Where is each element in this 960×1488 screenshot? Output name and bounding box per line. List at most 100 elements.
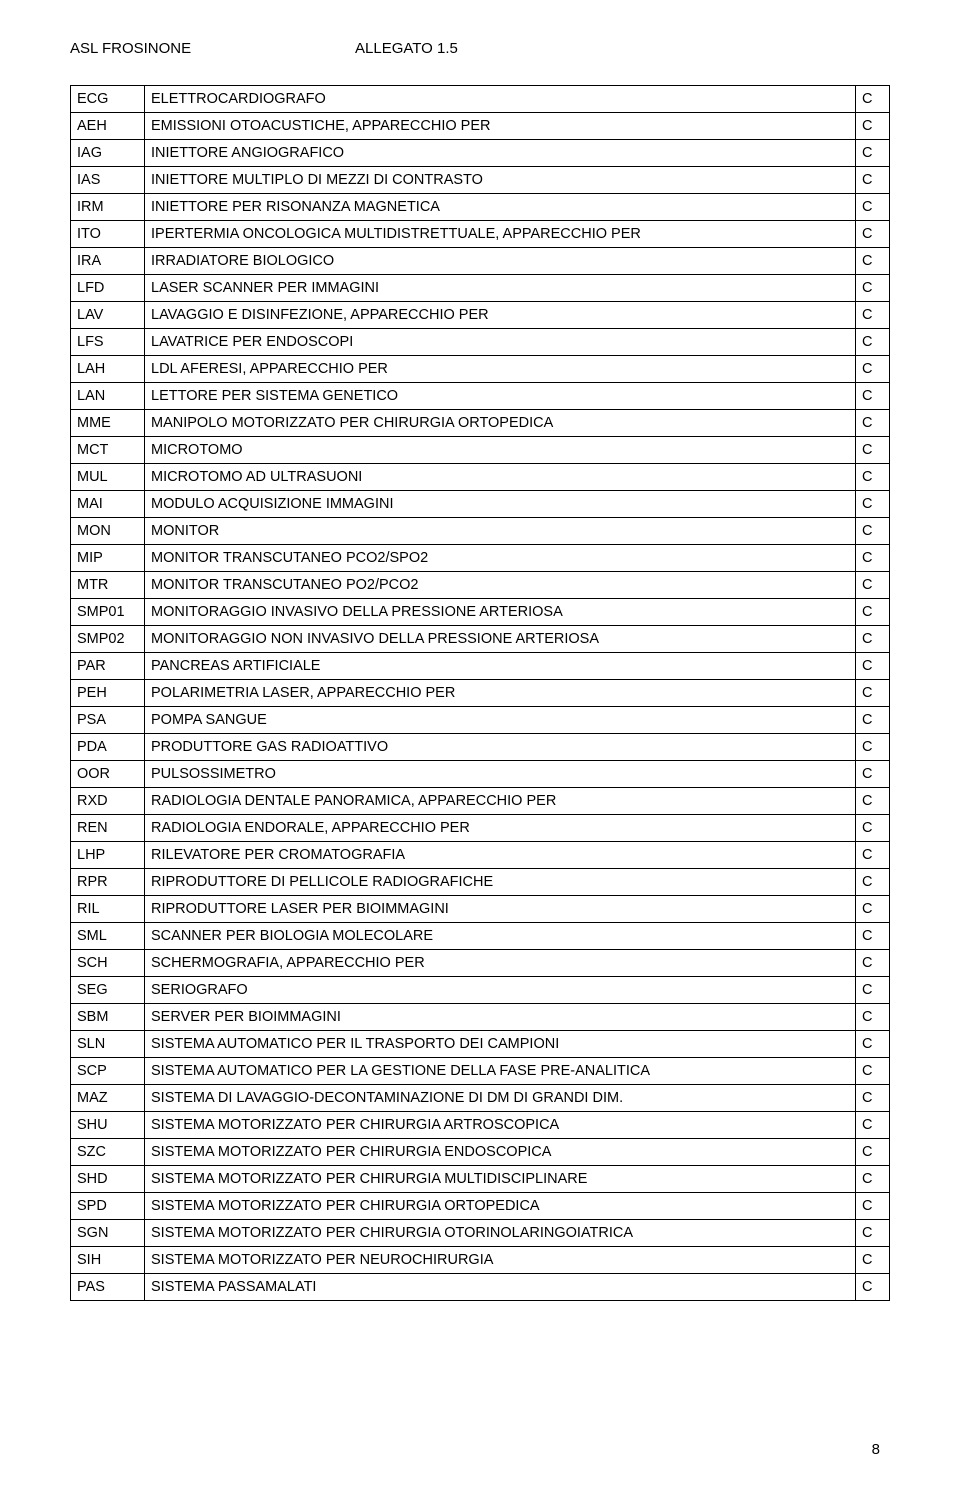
cell-category: C (856, 356, 890, 383)
cell-description: RILEVATORE PER CROMATOGRAFIA (145, 842, 856, 869)
table-row: SCPSISTEMA AUTOMATICO PER LA GESTIONE DE… (71, 1058, 890, 1085)
cell-description: IPERTERMIA ONCOLOGICA MULTIDISTRETTUALE,… (145, 221, 856, 248)
cell-code: LAN (71, 383, 145, 410)
cell-code: IRA (71, 248, 145, 275)
cell-category: C (856, 923, 890, 950)
table-row: LFSLAVATRICE PER ENDOSCOPIC (71, 329, 890, 356)
cell-category: C (856, 977, 890, 1004)
cell-code: IAS (71, 167, 145, 194)
table-row: ECGELETTROCARDIOGRAFOC (71, 86, 890, 113)
cell-description: SISTEMA MOTORIZZATO PER CHIRURGIA ENDOSC… (145, 1139, 856, 1166)
table-row: SBMSERVER PER BIOIMMAGINIC (71, 1004, 890, 1031)
cell-description: LDL AFERESI, APPARECCHIO PER (145, 356, 856, 383)
cell-code: SCH (71, 950, 145, 977)
cell-code: SLN (71, 1031, 145, 1058)
table-row: MCTMICROTOMOC (71, 437, 890, 464)
cell-category: C (856, 1139, 890, 1166)
table-row: LHPRILEVATORE PER CROMATOGRAFIAC (71, 842, 890, 869)
cell-category: C (856, 248, 890, 275)
table-row: MMEMANIPOLO MOTORIZZATO PER CHIRURGIA OR… (71, 410, 890, 437)
table-row: RXDRADIOLOGIA DENTALE PANORAMICA, APPARE… (71, 788, 890, 815)
cell-category: C (856, 572, 890, 599)
cell-code: RPR (71, 869, 145, 896)
cell-category: C (856, 329, 890, 356)
cell-description: MANIPOLO MOTORIZZATO PER CHIRURGIA ORTOP… (145, 410, 856, 437)
table-row: SMP01MONITORAGGIO INVASIVO DELLA PRESSIO… (71, 599, 890, 626)
cell-category: C (856, 626, 890, 653)
cell-code: LFS (71, 329, 145, 356)
cell-code: AEH (71, 113, 145, 140)
table-row: PSAPOMPA SANGUEC (71, 707, 890, 734)
equipment-table: ECGELETTROCARDIOGRAFOCAEHEMISSIONI OTOAC… (70, 85, 890, 1301)
cell-description: SISTEMA AUTOMATICO PER LA GESTIONE DELLA… (145, 1058, 856, 1085)
cell-code: LAH (71, 356, 145, 383)
cell-code: SPD (71, 1193, 145, 1220)
table-row: LANLETTORE PER SISTEMA GENETICOC (71, 383, 890, 410)
cell-description: SCANNER PER BIOLOGIA MOLECOLARE (145, 923, 856, 950)
cell-description: LETTORE PER SISTEMA GENETICO (145, 383, 856, 410)
table-row: MIPMONITOR TRANSCUTANEO PCO2/SPO2C (71, 545, 890, 572)
table-row: SGNSISTEMA MOTORIZZATO PER CHIRURGIA OTO… (71, 1220, 890, 1247)
table-row: PEHPOLARIMETRIA LASER, APPARECCHIO PERC (71, 680, 890, 707)
document-page: ASL FROSINONE ALLEGATO 1.5 ECGELETTROCAR… (0, 0, 960, 1488)
cell-code: MON (71, 518, 145, 545)
cell-description: MICROTOMO AD ULTRASUONI (145, 464, 856, 491)
cell-code: SMP02 (71, 626, 145, 653)
cell-category: C (856, 86, 890, 113)
cell-description: MONITOR TRANSCUTANEO PCO2/SPO2 (145, 545, 856, 572)
cell-code: PAR (71, 653, 145, 680)
header-right: ALLEGATO 1.5 (355, 40, 458, 57)
cell-code: MAZ (71, 1085, 145, 1112)
cell-description: MONITOR (145, 518, 856, 545)
table-row: SHUSISTEMA MOTORIZZATO PER CHIRURGIA ART… (71, 1112, 890, 1139)
cell-code: SBM (71, 1004, 145, 1031)
cell-description: SISTEMA PASSAMALATI (145, 1274, 856, 1301)
cell-description: ELETTROCARDIOGRAFO (145, 86, 856, 113)
cell-code: MME (71, 410, 145, 437)
table-row: LAHLDL AFERESI, APPARECCHIO PERC (71, 356, 890, 383)
page-number: 8 (872, 1441, 880, 1458)
cell-code: SHU (71, 1112, 145, 1139)
cell-description: PRODUTTORE GAS RADIOATTIVO (145, 734, 856, 761)
cell-code: MIP (71, 545, 145, 572)
cell-category: C (856, 302, 890, 329)
table-row: SPDSISTEMA MOTORIZZATO PER CHIRURGIA ORT… (71, 1193, 890, 1220)
cell-category: C (856, 437, 890, 464)
table-row: LFDLASER SCANNER PER IMMAGINIC (71, 275, 890, 302)
cell-category: C (856, 950, 890, 977)
cell-category: C (856, 1274, 890, 1301)
cell-code: LAV (71, 302, 145, 329)
cell-description: INIETTORE PER RISONANZA MAGNETICA (145, 194, 856, 221)
table-row: SIHSISTEMA MOTORIZZATO PER NEUROCHIRURGI… (71, 1247, 890, 1274)
cell-category: C (856, 113, 890, 140)
table-row: PARPANCREAS ARTIFICIALEC (71, 653, 890, 680)
cell-description: RIPRODUTTORE LASER PER BIOIMMAGINI (145, 896, 856, 923)
cell-code: RXD (71, 788, 145, 815)
table-row: MONMONITORC (71, 518, 890, 545)
cell-description: MONITOR TRANSCUTANEO PO2/PCO2 (145, 572, 856, 599)
table-row: SMP02MONITORAGGIO NON INVASIVO DELLA PRE… (71, 626, 890, 653)
table-row: LAVLAVAGGIO E DISINFEZIONE, APPARECCHIO … (71, 302, 890, 329)
cell-category: C (856, 221, 890, 248)
table-row: MULMICROTOMO AD ULTRASUONIC (71, 464, 890, 491)
table-row: ITOIPERTERMIA ONCOLOGICA MULTIDISTRETTUA… (71, 221, 890, 248)
table-row: MAZSISTEMA DI LAVAGGIO-DECONTAMINAZIONE … (71, 1085, 890, 1112)
cell-description: SISTEMA MOTORIZZATO PER CHIRURGIA ORTOPE… (145, 1193, 856, 1220)
cell-code: ECG (71, 86, 145, 113)
cell-category: C (856, 896, 890, 923)
table-row: SHDSISTEMA MOTORIZZATO PER CHIRURGIA MUL… (71, 1166, 890, 1193)
cell-category: C (856, 1220, 890, 1247)
cell-description: POMPA SANGUE (145, 707, 856, 734)
cell-code: ITO (71, 221, 145, 248)
cell-category: C (856, 140, 890, 167)
cell-category: C (856, 491, 890, 518)
cell-code: MUL (71, 464, 145, 491)
cell-description: SCHERMOGRAFIA, APPARECCHIO PER (145, 950, 856, 977)
cell-category: C (856, 842, 890, 869)
cell-description: SERIOGRAFO (145, 977, 856, 1004)
table-row: IRAIRRADIATORE BIOLOGICOC (71, 248, 890, 275)
cell-category: C (856, 734, 890, 761)
cell-description: SISTEMA MOTORIZZATO PER NEUROCHIRURGIA (145, 1247, 856, 1274)
cell-category: C (856, 1247, 890, 1274)
cell-category: C (856, 707, 890, 734)
